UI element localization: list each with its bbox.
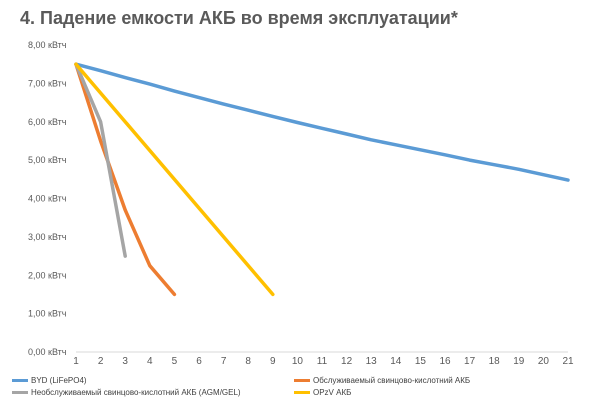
- x-axis-ticks: 1 2 3 4 5 6 7 8 9 10 11 12 13 14 15 16 17 18 19 20 21: [73, 356, 574, 367]
- x-tick-label: 3: [122, 356, 128, 367]
- x-tick-label: 5: [172, 356, 178, 367]
- series-lines: [74, 62, 570, 297]
- x-tick-label: 7: [221, 356, 227, 367]
- chart-title: 4. Падение емкости АКБ во время эксплуат…: [20, 8, 458, 28]
- y-tick-label: 7,00 кВтч: [28, 78, 67, 88]
- y-tick-label: 5,00 кВтч: [28, 155, 67, 165]
- x-tick-label: 14: [390, 356, 402, 367]
- legend-item-byd: BYD (LiFePO4): [12, 376, 87, 385]
- x-tick-label: 17: [464, 356, 476, 367]
- x-tick-label: 11: [317, 356, 328, 367]
- series-line-2: [74, 62, 127, 258]
- legend-item-opzv: OPzV АКБ: [294, 388, 351, 397]
- x-tick-label: 2: [98, 356, 104, 367]
- y-tick-label: 2,00 кВтч: [28, 270, 67, 280]
- x-tick-label: 8: [245, 356, 251, 367]
- legend-swatch: [12, 391, 28, 395]
- series-line-1: [74, 62, 177, 297]
- x-tick-label: 13: [366, 356, 378, 367]
- x-tick-label: 21: [562, 356, 574, 367]
- x-tick-label: 10: [292, 356, 304, 367]
- y-tick-label: 3,00 кВтч: [28, 232, 67, 242]
- x-tick-label: 18: [489, 356, 501, 367]
- legend-swatch: [294, 391, 310, 395]
- x-tick-label: 15: [415, 356, 427, 367]
- y-tick-label: 6,00 кВтч: [28, 117, 67, 127]
- x-tick-label: 6: [196, 356, 202, 367]
- y-tick-label: 4,00 кВтч: [28, 194, 67, 204]
- x-tick-label: 20: [538, 356, 550, 367]
- legend-swatch: [294, 379, 310, 383]
- y-tick-label: 1,00 кВтч: [28, 309, 67, 319]
- x-tick-label: 4: [147, 356, 153, 367]
- legend-item-agm-gel: Необслуживаемый свинцово-кислотний АКБ (…: [12, 388, 241, 397]
- x-tick-label: 1: [73, 356, 79, 367]
- legend-item-serviced-lead-acid: Обслуживаемый свинцово-кислотний АКБ: [294, 376, 470, 385]
- x-tick-label: 12: [341, 356, 353, 367]
- x-tick-label: 16: [439, 356, 451, 367]
- x-tick-label: 19: [513, 356, 525, 367]
- y-tick-label: 8,00 кВтч: [28, 40, 67, 50]
- series-line-3: [74, 62, 275, 297]
- x-tick-label: 9: [270, 356, 276, 367]
- y-tick-label: 0,00 кВтч: [28, 347, 67, 357]
- legend-swatch: [12, 379, 28, 383]
- series-line-0: [74, 62, 570, 182]
- y-axis-ticks: 0,00 кВтч 1,00 кВтч 2,00 кВтч 3,00 кВтч 4,00…: [28, 40, 67, 357]
